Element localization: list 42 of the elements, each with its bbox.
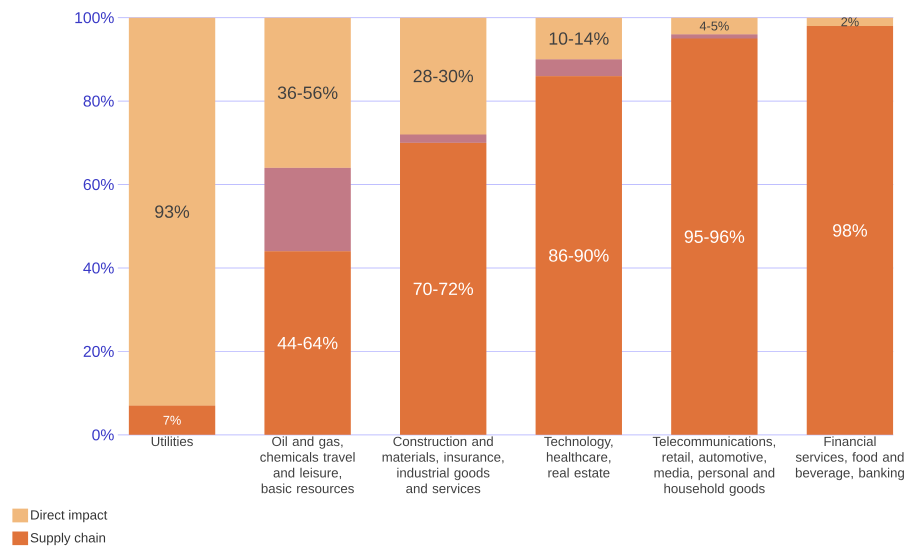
y-tick-label: 0% — [92, 429, 114, 441]
data-label: 7% — [163, 416, 181, 425]
bar — [128, 18, 216, 406]
bar — [806, 26, 894, 436]
x-tick-label: Oil and gas, chemicals travel and leisure, basic resources — [260, 436, 355, 494]
data-label: 70-72% — [414, 282, 474, 296]
bar — [671, 18, 758, 35]
y-tick-label: 40% — [83, 262, 114, 274]
bar — [264, 18, 351, 168]
bar — [536, 18, 622, 60]
x-tick-label: Utilities — [152, 436, 193, 446]
bar — [671, 38, 758, 436]
bar — [264, 168, 351, 252]
data-label: 86-90% — [549, 249, 609, 262]
y-tick-label: 80% — [84, 96, 114, 107]
legend-label: Direct impact — [31, 510, 108, 522]
x-tick-label: Financial services, food and beverage, banking — [796, 436, 904, 480]
data-label: 4-5% — [700, 22, 729, 31]
legend-label: Supply chain — [30, 532, 106, 546]
bar — [264, 251, 351, 436]
data-label: 95-96% — [684, 230, 744, 244]
bar — [671, 34, 758, 39]
bar — [400, 142, 486, 436]
y-tick-label: 20% — [84, 346, 114, 358]
data-label: 28-30% — [414, 70, 474, 82]
data-label: 44-64% — [278, 336, 338, 350]
data-label: 10-14% — [550, 32, 609, 45]
bar — [536, 76, 622, 436]
bar — [400, 134, 486, 143]
x-tick-label: Construction and materials, insurance, industrial goods and services — [382, 436, 504, 494]
data-label: 2% — [841, 17, 859, 26]
x-tick-label: Telecommunications, retail, automotive, media, personal and household goods — [652, 436, 776, 496]
bar — [806, 18, 894, 26]
data-label: 93% — [155, 206, 190, 218]
y-tick-label: 100% — [75, 12, 114, 24]
data-label: 36-56% — [278, 86, 338, 100]
x-tick-label: Technology, healthcare, real estate — [544, 436, 612, 478]
y-tick-label: 60% — [84, 179, 114, 190]
bar — [536, 60, 622, 76]
bar — [128, 406, 216, 436]
data-label: 98% — [833, 224, 867, 237]
bar — [400, 18, 486, 135]
